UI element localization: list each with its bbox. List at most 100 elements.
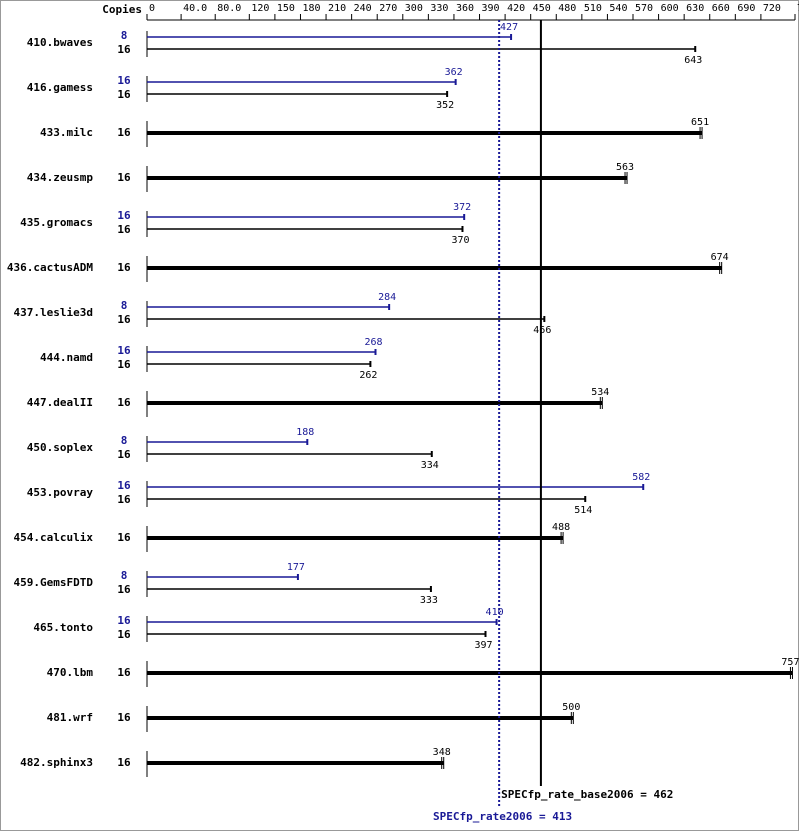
base-copies: 16 (117, 88, 131, 101)
benchmark-name: 482.sphinx3 (20, 756, 93, 769)
x-tick-label: 450 (533, 3, 551, 14)
base-value-label: 757 (781, 657, 799, 668)
peak-copies: 8 (121, 434, 128, 447)
base-value-label: 348 (433, 747, 451, 758)
base-value-label: 563 (616, 162, 634, 173)
peak-value-label: 177 (287, 562, 305, 573)
x-tick-label: 630 (686, 3, 704, 14)
x-tick-label: 510 (584, 3, 602, 14)
base-copies: 16 (117, 711, 131, 724)
benchmark-name: 444.namd (40, 351, 93, 364)
benchmark-name: 435.gromacs (20, 216, 93, 229)
peak-value-label: 582 (632, 472, 650, 483)
benchmark-name: 459.GemsFDTD (14, 576, 94, 589)
base-copies: 16 (117, 171, 131, 184)
x-tick-label: 120 (251, 3, 269, 14)
x-tick-label: 40.0 (183, 3, 207, 14)
base-value-label: 262 (359, 370, 377, 381)
base-copies: 16 (117, 126, 131, 139)
peak-copies: 16 (117, 74, 131, 87)
base-value-label: 643 (684, 55, 702, 66)
peak-copies: 8 (121, 299, 128, 312)
base-copies: 16 (117, 396, 131, 409)
benchmark-name: 454.calculix (14, 531, 94, 544)
peak-value-label: 372 (453, 202, 471, 213)
base-copies: 16 (117, 666, 131, 679)
x-tick-label: 760 (797, 3, 799, 14)
base-copies: 16 (117, 583, 131, 596)
copies-header: Copies (102, 3, 142, 16)
benchmark-name: 437.leslie3d (14, 306, 93, 319)
x-tick-label: 480 (558, 3, 576, 14)
peak-copies: 16 (117, 479, 131, 492)
benchmark-name: 481.wrf (47, 711, 93, 724)
x-tick-label: 270 (379, 3, 397, 14)
base-copies: 16 (117, 448, 131, 461)
base-value-label: 352 (436, 100, 454, 111)
benchmark-name: 410.bwaves (27, 36, 93, 49)
base-copies: 16 (117, 628, 131, 641)
base-value-label: 466 (533, 325, 551, 336)
x-tick-label: 360 (456, 3, 474, 14)
benchmark-name: 453.povray (27, 486, 94, 499)
base-value-label: 488 (552, 522, 570, 533)
base-value-label: 397 (474, 640, 492, 651)
base-copies: 16 (117, 261, 131, 274)
base-value-label: 500 (562, 702, 580, 713)
x-tick-label: 330 (430, 3, 448, 14)
base-value-label: 514 (574, 505, 592, 516)
base-value-label: 334 (421, 460, 439, 471)
benchmark-name: 436.cactusADM (7, 261, 93, 274)
base-value-label: 333 (420, 595, 438, 606)
base-copies: 16 (117, 756, 131, 769)
base-value-label: 674 (711, 252, 729, 263)
x-tick-label: 300 (405, 3, 423, 14)
peak-value-label: 188 (296, 427, 314, 438)
base-value-label: 534 (591, 387, 609, 398)
benchmark-name: 470.lbm (47, 666, 94, 679)
x-tick-label: 720 (763, 3, 781, 14)
base-copies: 16 (117, 493, 131, 506)
peak-value-label: 268 (364, 337, 382, 348)
base-mean-label: SPECfp_rate_base2006 = 462 (501, 788, 673, 801)
x-tick-label: 180 (302, 3, 320, 14)
base-copies: 16 (117, 358, 131, 371)
peak-copies: 16 (117, 209, 131, 222)
peak-value-label: 362 (445, 67, 463, 78)
x-tick-label: 390 (482, 3, 500, 14)
x-tick-label: 540 (609, 3, 627, 14)
peak-mean-label: SPECfp_rate2006 = 413 (433, 810, 572, 823)
benchmark-name: 434.zeusmp (27, 171, 94, 184)
peak-value-label: 427 (500, 22, 518, 33)
x-tick-label: 240 (354, 3, 372, 14)
base-copies: 16 (117, 531, 131, 544)
base-value-label: 370 (451, 235, 469, 246)
x-tick-label: 570 (635, 3, 653, 14)
base-copies: 16 (117, 43, 131, 56)
x-tick-label: 150 (277, 3, 295, 14)
benchmark-name: 465.tonto (33, 621, 93, 634)
peak-copies: 8 (121, 29, 128, 42)
peak-copies: 16 (117, 344, 131, 357)
benchmark-name: 447.dealII (27, 396, 93, 409)
x-tick-label: 690 (737, 3, 755, 14)
x-tick-label: 420 (507, 3, 525, 14)
x-tick-label: 210 (328, 3, 346, 14)
x-tick-label: 0 (149, 3, 155, 14)
base-value-label: 651 (691, 117, 709, 128)
peak-copies: 8 (121, 569, 128, 582)
peak-value-label: 410 (486, 607, 504, 618)
base-copies: 16 (117, 223, 131, 236)
x-tick-label: 600 (661, 3, 679, 14)
peak-copies: 16 (117, 614, 131, 627)
base-copies: 16 (117, 313, 131, 326)
x-tick-label: 80.0 (217, 3, 241, 14)
benchmark-name: 450.soplex (27, 441, 94, 454)
x-tick-label: 660 (712, 3, 730, 14)
benchmark-name: 416.gamess (27, 81, 93, 94)
peak-value-label: 284 (378, 292, 396, 303)
benchmark-name: 433.milc (40, 126, 93, 139)
